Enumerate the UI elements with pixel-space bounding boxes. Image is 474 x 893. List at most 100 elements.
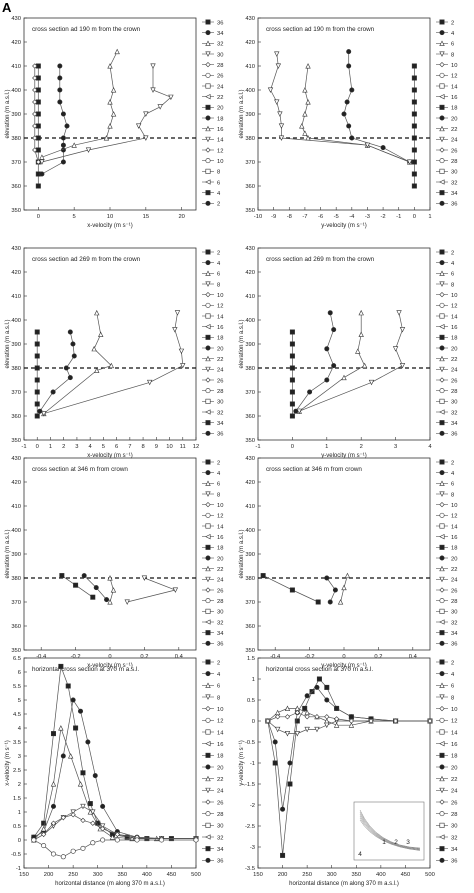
legend-marker <box>205 659 211 665</box>
data-point-20 <box>107 99 113 105</box>
data-point-10 <box>287 760 293 766</box>
data-point-34 <box>278 135 285 141</box>
legend-marker <box>439 523 445 529</box>
data-point-2 <box>34 329 40 335</box>
legend-label: 2 <box>217 460 220 466</box>
data-point-2 <box>411 183 417 189</box>
data-point-10 <box>85 739 91 745</box>
x-tick-label: 0 <box>108 654 111 660</box>
data-point-34 <box>50 851 56 857</box>
legend-label: 34 <box>217 631 224 637</box>
data-point-20 <box>103 135 110 141</box>
data-point-16 <box>324 718 330 724</box>
data-point-24 <box>344 572 351 579</box>
legend-label: 28 <box>217 599 223 605</box>
data-point-20 <box>110 87 117 93</box>
legend-marker <box>439 799 445 805</box>
x-tick-label: 400 <box>376 872 386 878</box>
data-point-16 <box>333 722 340 728</box>
inset-curve <box>359 819 421 851</box>
data-point-14 <box>346 63 352 69</box>
legend-marker <box>205 706 211 712</box>
legend-marker <box>439 409 445 415</box>
legend-marker <box>439 834 445 840</box>
legend-label: 22 <box>217 567 223 573</box>
y-tick-label: -1.5 <box>245 782 255 788</box>
legend-marker <box>439 587 445 593</box>
legend-label: 28 <box>217 389 223 395</box>
y-tick-label: 360 <box>11 624 21 630</box>
data-point-34 <box>274 51 280 57</box>
legend-marker <box>439 729 445 735</box>
legend-label: 14 <box>217 314 224 320</box>
legend-marker <box>439 302 445 308</box>
data-point-32 <box>314 714 320 720</box>
chart-p5: cross section at 346 m from crown3503603… <box>5 456 224 669</box>
data-point-12 <box>331 327 337 333</box>
data-point-20 <box>71 142 77 148</box>
data-point-32 <box>392 718 399 724</box>
legend-marker <box>205 249 211 255</box>
data-point-30 <box>70 812 76 818</box>
legend-marker <box>439 30 445 36</box>
legend-marker <box>205 682 211 688</box>
x-tick-label: -1 <box>21 444 26 450</box>
chart-title: cross section ad 190 m from the crown <box>266 26 375 33</box>
y-tick-label: 360 <box>11 184 21 190</box>
data-point-2 <box>289 329 295 335</box>
legend-label: 16 <box>451 535 457 541</box>
legend-label: 20 <box>451 556 457 562</box>
legend-marker <box>439 430 445 436</box>
legend-marker <box>205 19 211 25</box>
x-axis-label: x-velocity (m s⁻¹) <box>87 223 133 229</box>
data-point-34 <box>406 159 413 165</box>
legend-label: 10 <box>217 707 223 713</box>
chart-title: cross section ad 190 m from the crown <box>32 26 141 33</box>
data-point-10 <box>81 573 87 579</box>
legend-marker <box>439 115 445 121</box>
legend-label: 6 <box>217 684 220 690</box>
legend-label: 6 <box>451 482 454 488</box>
data-point-14 <box>380 145 386 151</box>
legend-label: 34 <box>451 631 458 637</box>
legend-label: 18 <box>451 336 457 342</box>
series-line-6 <box>33 666 196 839</box>
series-line-34 <box>270 53 410 163</box>
x-tick-label: 5 <box>73 214 76 220</box>
legend-marker <box>205 799 211 805</box>
data-point-2 <box>260 573 266 579</box>
legend-label: 28 <box>217 63 223 69</box>
x-axis-label: x-velocity (m s⁻¹) <box>87 663 133 669</box>
x-tick-label: 0.2 <box>140 654 148 660</box>
data-point-2 <box>289 353 295 359</box>
y-axis-label: elevation (m a.s.l.) <box>5 89 11 138</box>
data-point-30 <box>135 123 142 129</box>
legend-label: 30 <box>451 170 457 176</box>
data-point-34 <box>364 142 371 149</box>
data-point-24 <box>304 726 310 733</box>
chart-p2: cross section ad 190 m from the crown 350… <box>239 16 458 229</box>
legend-label: 30 <box>451 610 457 616</box>
legend-marker <box>439 334 445 340</box>
legend-marker <box>205 775 211 782</box>
data-point-6 <box>302 705 308 711</box>
inset-label: 3 <box>406 839 410 846</box>
y-tick-label: 1 <box>252 677 255 683</box>
legend-marker <box>205 822 211 828</box>
legend-marker <box>439 480 445 486</box>
data-point-14 <box>332 587 338 593</box>
legend-marker <box>205 787 211 794</box>
data-point-20 <box>114 48 120 55</box>
legend-label: 18 <box>451 754 457 760</box>
data-point-14 <box>40 825 47 832</box>
legend-marker <box>439 147 445 153</box>
legend-marker <box>439 158 445 164</box>
x-tick-label: 0 <box>37 214 40 220</box>
legend-marker <box>439 576 445 583</box>
legend-label: 32 <box>217 620 223 626</box>
legend-label: 14 <box>217 138 224 144</box>
data-point-24 <box>174 310 181 316</box>
data-point-22 <box>358 309 364 316</box>
y-tick-label: 370 <box>245 160 255 166</box>
